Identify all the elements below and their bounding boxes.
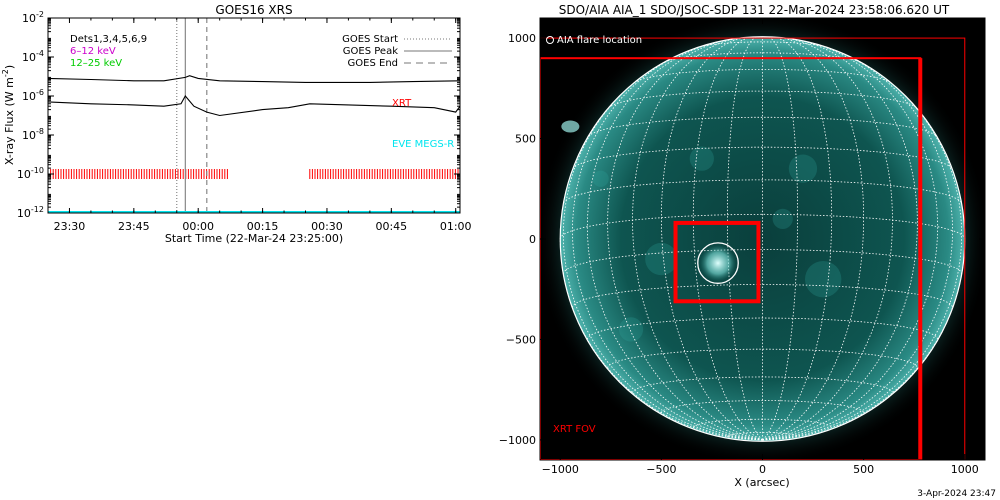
eve-megs-r-label: EVE MEGS-R	[392, 139, 454, 150]
y-tick-label: 10-12	[17, 205, 44, 220]
longitude-line	[562, 73, 763, 441]
flare-location-circle	[697, 242, 739, 284]
y-tick-label: −1000	[499, 434, 536, 447]
band-12-25-kev-label: 12–25 keV	[70, 58, 122, 69]
latitude-line	[608, 90, 917, 109]
xrt-label: XRT	[392, 98, 412, 109]
band-6-12-kev-label: 6–12 keV	[70, 46, 116, 57]
x-tick-label: 00:30	[311, 220, 343, 233]
longitude-line	[762, 36, 798, 441]
x-tick-label: 01:00	[440, 220, 472, 233]
plot-frame	[47, 17, 461, 214]
longitude-line	[762, 41, 939, 441]
longitude-line	[586, 41, 763, 441]
flux-series	[48, 75, 460, 117]
x-tick-label: −1000	[542, 463, 579, 476]
latitude-line	[586, 317, 939, 340]
y-tick-label: −500	[506, 333, 536, 346]
xrt-fov-label: XRT FOV	[553, 424, 596, 435]
xrt-coverage-marks	[48, 169, 459, 179]
goes-xrs-chart: GOES16 XRS 23:30 23:45 00:00 00:15 00:30 00:4…	[1, 3, 472, 245]
flare-legend-label: AIA flare location	[557, 35, 642, 46]
coronal-feature	[772, 208, 793, 230]
longitude-line	[762, 238, 966, 441]
longitude-line	[559, 238, 763, 441]
x-tick-label: 00:00	[182, 220, 214, 233]
y-axis-label: X-ray Flux (W m-2)	[1, 65, 16, 165]
x-tick-label: 23:30	[54, 220, 86, 233]
coronal-feature	[804, 260, 842, 298]
longitude-line	[692, 36, 763, 441]
x-tick-label: 500	[853, 463, 874, 476]
y-tick-label: 10-10	[17, 166, 44, 181]
coronal-feature	[592, 170, 609, 187]
flare-legend-marker	[546, 36, 554, 44]
y-axis-ticks: 10-12 10-10 10-8 10-6 10-4 10-2	[17, 10, 460, 220]
x-tick-label: 00:15	[247, 220, 279, 233]
coronal-feature	[618, 317, 644, 342]
footer-timestamp: 3-Apr-2024 23:47	[917, 489, 996, 499]
y-tick-label: 10-4	[22, 49, 44, 64]
flux-series-line	[48, 75, 460, 83]
latitude-line	[588, 116, 937, 137]
x-tick-label: 00:45	[375, 220, 407, 233]
coronal-feature	[689, 146, 714, 171]
latitude-line	[563, 179, 962, 204]
flare-brightening	[699, 244, 737, 282]
xrt-zoom-box	[673, 220, 761, 304]
solar-disk	[560, 36, 965, 442]
longitude-line	[607, 38, 763, 441]
sun-image	[540, 18, 985, 460]
y-tick-label: 10-6	[22, 88, 44, 103]
chart-title: SDO/AIA AIA_1 SDO/JSOC-SDP 131 22-Mar-20…	[559, 3, 950, 17]
x-tick-label: −500	[646, 463, 676, 476]
detectors-label: Dets1,3,4,5,6,9	[70, 34, 147, 45]
heliographic-grid	[559, 36, 966, 441]
coronal-feature	[645, 242, 678, 276]
y-axis-ticks: −1000 −500 0 500 1000	[499, 32, 985, 447]
chart-title: GOES16 XRS	[215, 3, 292, 17]
limb-brightening	[561, 120, 580, 133]
longitude-line	[762, 38, 893, 441]
longitude-line	[571, 48, 763, 441]
y-tick-label: 1000	[508, 32, 536, 45]
latitude-line	[661, 400, 864, 413]
x-tick-label: 23:45	[118, 220, 150, 233]
longitude-line	[762, 37, 864, 441]
goes-event-lines	[176, 18, 208, 213]
y-tick-label: 0	[529, 233, 536, 246]
longitude-line	[727, 36, 763, 441]
latitude-line	[562, 249, 963, 274]
latitude-line	[559, 213, 966, 240]
x-axis-label: X (arcsec)	[734, 476, 789, 489]
x-tick-label: 0	[759, 463, 766, 476]
x-axis-label: Start Time (22-Mar-24 23:25:00)	[165, 232, 343, 245]
coronal-feature	[788, 154, 818, 183]
x-tick-label: 1000	[951, 463, 979, 476]
aia-image-chart: SDO/AIA AIA_1 SDO/JSOC-SDP 131 22-Mar-20…	[499, 3, 986, 489]
legend-label: GOES Peak	[343, 46, 398, 57]
y-tick-label: 500	[515, 133, 536, 146]
y-tick-label: 10-8	[22, 127, 44, 142]
longitude-line	[762, 73, 963, 441]
x-axis-ticks: 23:30 23:45 00:00 00:15 00:30 00:45 01:00	[47, 18, 472, 233]
longitude-line	[632, 38, 763, 441]
longitude-line	[762, 48, 954, 441]
legend-label: GOES End	[348, 58, 398, 69]
x-axis-ticks: −1000 −500 0 500 1000	[542, 18, 979, 476]
legend-label: GOES Start	[342, 34, 398, 45]
flux-series-line	[48, 95, 460, 117]
longitude-line	[762, 36, 833, 441]
y-tick-label: 10-2	[22, 10, 44, 25]
longitude-line	[762, 38, 918, 441]
longitude-line	[661, 37, 763, 441]
